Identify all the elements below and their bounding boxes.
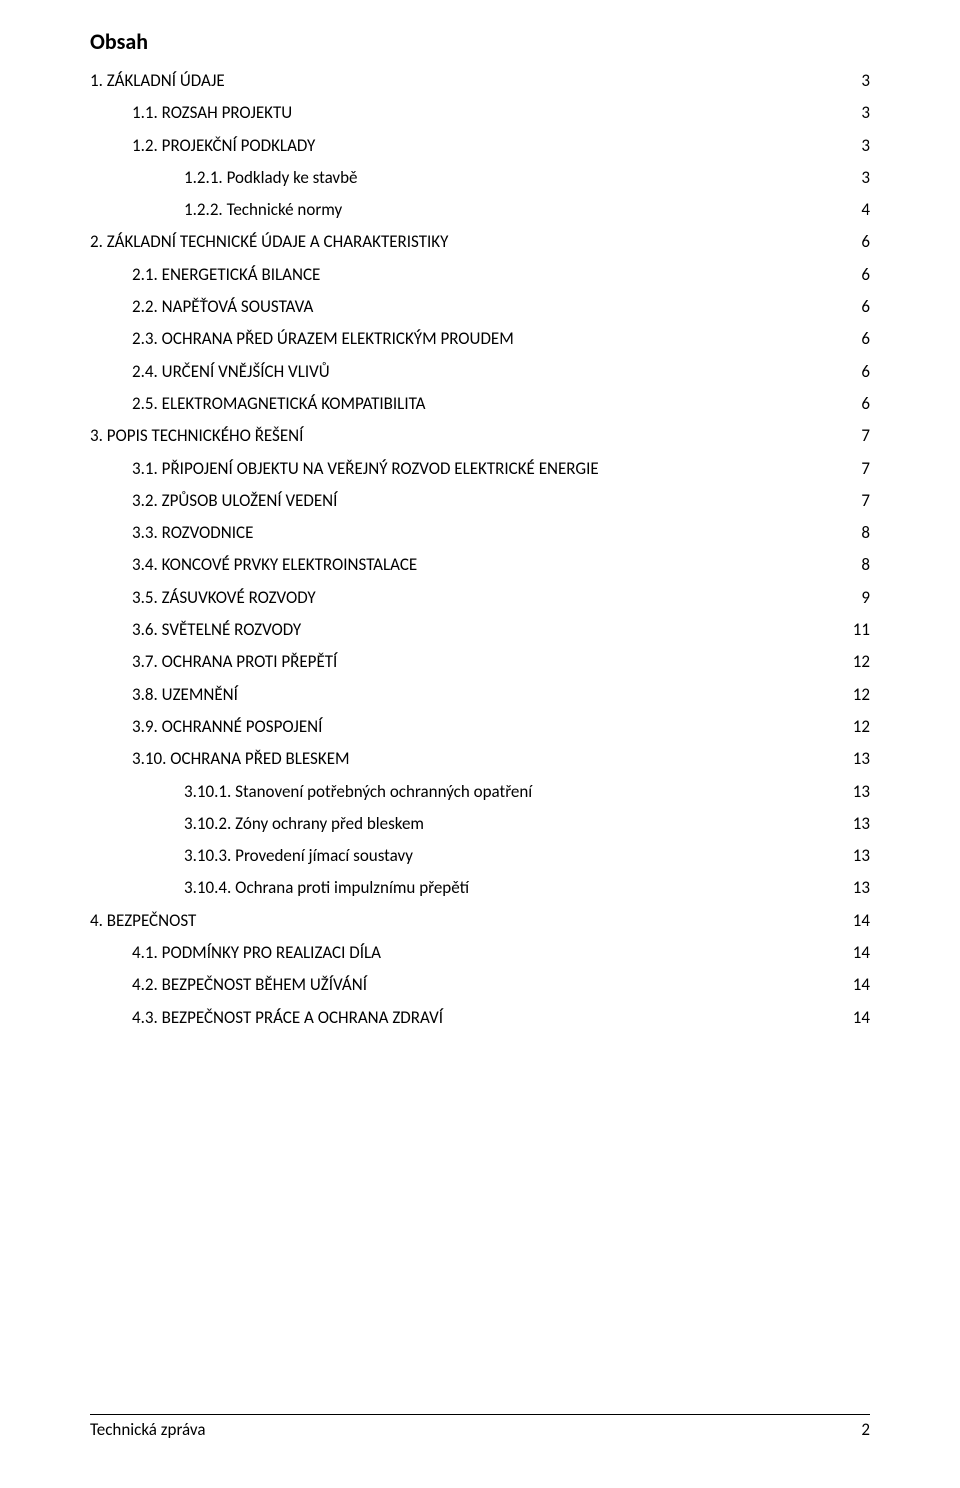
toc-entry: 3.8. UZEMNĚNÍ 12 [90,679,870,711]
toc-entry-page: 14 [846,905,870,937]
page-title: Obsah [90,28,870,55]
toc-entry: 3.10.2. Zóny ochrany před bleskem 13 [90,808,870,840]
toc-entry-label: 1.2.2. Technické normy [184,194,342,226]
toc-entry-page: 13 [846,808,870,840]
toc-entry-label: 1.2. PROJEKČNÍ PODKLADY [132,130,315,162]
toc-entry-page: 6 [846,323,870,355]
toc-entry-page: 9 [846,582,870,614]
toc-entry-page: 3 [846,130,870,162]
toc-entry-page: 7 [846,420,870,452]
toc-entry: 3.6. SVĚTELNÉ ROZVODY 11 [90,614,870,646]
toc-entry-label: 2. ZÁKLADNÍ TECHNICKÉ ÚDAJE A CHARAKTERI… [90,226,448,258]
toc-entry: 3.4. KONCOVÉ PRVKY ELEKTROINSTALACE 8 [90,549,870,581]
toc-entry-label: 2.5. ELEKTROMAGNETICKÁ KOMPATIBILITA [132,388,425,420]
toc-entry-label: 3.1. PŘIPOJENÍ OBJEKTU NA VEŘEJNÝ ROZVOD… [132,453,599,485]
toc-entry-page: 11 [846,614,870,646]
toc-entry: 1.1. ROZSAH PROJEKTU 3 [90,97,870,129]
toc-entry: 4.2. BEZPEČNOST BĚHEM UŽÍVÁNÍ 14 [90,969,870,1001]
toc-entry-label: 3.10.4. Ochrana proti impulznímu přepětí [184,872,469,904]
toc-entry-page: 12 [846,711,870,743]
toc-entry-page: 13 [846,872,870,904]
toc-entry-page: 13 [846,776,870,808]
toc-entry-page: 7 [846,453,870,485]
toc-entry-label: 3. POPIS TECHNICKÉHO ŘEŠENÍ [90,420,303,452]
toc-entry-page: 3 [846,65,870,97]
toc-entry-label: 1.2.1. Podklady ke stavbě [184,162,358,194]
toc-entry: 2.5. ELEKTROMAGNETICKÁ KOMPATIBILITA 6 [90,388,870,420]
toc-entry-page: 7 [846,485,870,517]
toc-entry-page: 4 [846,194,870,226]
toc-entry-page: 12 [846,646,870,678]
toc-entry: 2.1. ENERGETICKÁ BILANCE 6 [90,259,870,291]
toc-entry-page: 6 [846,259,870,291]
toc-entry-page: 6 [846,291,870,323]
toc-list: 1. ZÁKLADNÍ ÚDAJE31.1. ROZSAH PROJEKTU31… [90,65,870,1034]
toc-entry-label: 3.8. UZEMNĚNÍ [132,679,238,711]
page-footer: Technická zpráva 2 [90,1414,870,1440]
toc-entry: 3.7. OCHRANA PROTI PŘEPĚTÍ 12 [90,646,870,678]
toc-entry: 3.2. ZPŮSOB ULOŽENÍ VEDENÍ 7 [90,485,870,517]
toc-entry-label: 1. ZÁKLADNÍ ÚDAJE [90,65,225,97]
toc-entry: 4.1. PODMÍNKY PRO REALIZACI DÍLA 14 [90,937,870,969]
toc-entry-label: 1.1. ROZSAH PROJEKTU [132,97,292,129]
toc-entry-page: 8 [846,517,870,549]
toc-entry-label: 3.7. OCHRANA PROTI PŘEPĚTÍ [132,646,337,678]
toc-entry: 1.2.1. Podklady ke stavbě 3 [90,162,870,194]
toc-entry-label: 4.2. BEZPEČNOST BĚHEM UŽÍVÁNÍ [132,969,367,1001]
toc-entry-label: 3.10.3. Provedení jímací soustavy [184,840,413,872]
toc-entry: 2. ZÁKLADNÍ TECHNICKÉ ÚDAJE A CHARAKTERI… [90,226,870,258]
toc-entry-label: 3.5. ZÁSUVKOVÉ ROZVODY [132,582,316,614]
footer-page-number: 2 [861,1419,870,1440]
toc-entry-label: 2.2. NAPĚŤOVÁ SOUSTAVA [132,291,313,323]
toc-entry: 1. ZÁKLADNÍ ÚDAJE 3 [90,65,870,97]
toc-entry: 3.10. OCHRANA PŘED BLESKEM 13 [90,743,870,775]
toc-entry: 3.1. PŘIPOJENÍ OBJEKTU NA VEŘEJNÝ ROZVOD… [90,453,870,485]
toc-entry-label: 3.4. KONCOVÉ PRVKY ELEKTROINSTALACE [132,549,417,581]
toc-entry-page: 14 [846,937,870,969]
toc-entry-label: 2.1. ENERGETICKÁ BILANCE [132,259,320,291]
toc-entry: 4. BEZPEČNOST 14 [90,905,870,937]
toc-entry-label: 2.4. URČENÍ VNĚJŠÍCH VLIVŮ [132,356,330,388]
toc-entry-page: 6 [846,356,870,388]
toc-entry: 2.3. OCHRANA PŘED ÚRAZEM ELEKTRICKÝM PRO… [90,323,870,355]
toc-entry-label: 4.1. PODMÍNKY PRO REALIZACI DÍLA [132,937,381,969]
toc-entry-page: 6 [846,226,870,258]
toc-entry-label: 3.2. ZPŮSOB ULOŽENÍ VEDENÍ [132,485,337,517]
toc-entry-label: 3.10.1. Stanovení potřebných ochranných … [184,776,532,808]
toc-entry: 2.4. URČENÍ VNĚJŠÍCH VLIVŮ 6 [90,356,870,388]
toc-entry-label: 3.6. SVĚTELNÉ ROZVODY [132,614,301,646]
toc-entry: 3.3. ROZVODNICE 8 [90,517,870,549]
toc-entry-page: 8 [846,549,870,581]
toc-entry-label: 2.3. OCHRANA PŘED ÚRAZEM ELEKTRICKÝM PRO… [132,323,514,355]
toc-entry-label: 3.9. OCHRANNÉ POSPOJENÍ [132,711,322,743]
toc-entry-label: 4.3. BEZPEČNOST PRÁCE A OCHRANA ZDRAVÍ [132,1002,443,1034]
footer-doc-title: Technická zpráva [90,1419,205,1440]
toc-entry-label: 3.10. OCHRANA PŘED BLESKEM [132,743,350,775]
toc-entry-label: 3.10.2. Zóny ochrany před bleskem [184,808,424,840]
toc-entry-label: 4. BEZPEČNOST [90,905,196,937]
toc-entry: 2.2. NAPĚŤOVÁ SOUSTAVA 6 [90,291,870,323]
toc-entry: 3.10.3. Provedení jímací soustavy 13 [90,840,870,872]
toc-entry: 3. POPIS TECHNICKÉHO ŘEŠENÍ 7 [90,420,870,452]
toc-entry-page: 14 [846,969,870,1001]
toc-entry-page: 6 [846,388,870,420]
toc-entry-page: 13 [846,840,870,872]
toc-entry-page: 3 [846,97,870,129]
toc-entry: 1.2. PROJEKČNÍ PODKLADY 3 [90,130,870,162]
toc-entry-page: 13 [846,743,870,775]
toc-entry-page: 14 [846,1002,870,1034]
toc-entry: 4.3. BEZPEČNOST PRÁCE A OCHRANA ZDRAVÍ 14 [90,1002,870,1034]
toc-entry: 3.9. OCHRANNÉ POSPOJENÍ 12 [90,711,870,743]
toc-entry-page: 3 [846,162,870,194]
toc-entry: 3.5. ZÁSUVKOVÉ ROZVODY 9 [90,582,870,614]
toc-entry: 1.2.2. Technické normy 4 [90,194,870,226]
toc-entry: 3.10.1. Stanovení potřebných ochranných … [90,776,870,808]
toc-entry-label: 3.3. ROZVODNICE [132,517,253,549]
toc-entry-page: 12 [846,679,870,711]
toc-entry: 3.10.4. Ochrana proti impulznímu přepětí… [90,872,870,904]
